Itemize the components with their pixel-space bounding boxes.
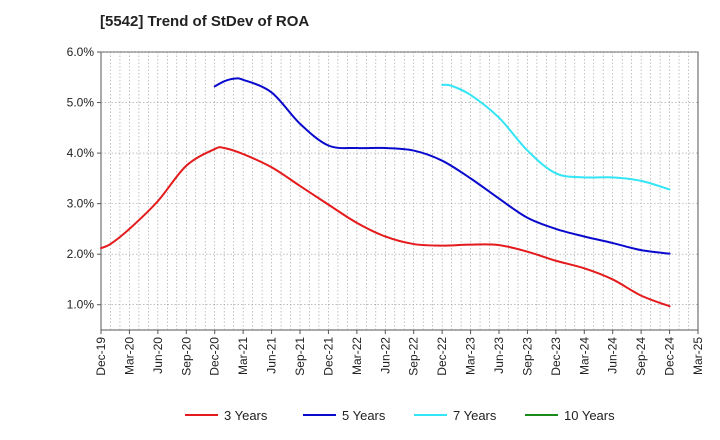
x-tick-label: Sep-20 [179,337,193,376]
x-tick-label: Jun-21 [265,337,279,374]
x-tick-label: Mar-23 [464,337,478,375]
y-tick-label: 6.0% [67,45,95,59]
x-tick-label: Mar-22 [350,337,364,375]
series-line-5-years [213,77,671,255]
legend-label: 10 Years [564,408,615,423]
series-line-3-years [100,146,671,308]
x-tick-label: Sep-21 [293,337,307,376]
x-tick-label: Dec-19 [94,337,108,376]
x-tick-label: Mar-20 [122,337,136,375]
y-tick-label: 5.0% [67,96,95,110]
legend-label: 5 Years [342,408,386,423]
x-tick-label: Dec-24 [663,337,677,376]
chart-title: [5542] Trend of StDev of ROA [100,13,310,30]
x-tick-label: Dec-20 [208,337,222,376]
x-tick-label: Dec-23 [549,337,563,376]
legend-label: 3 Years [224,408,268,423]
series-line-7-years [441,83,671,191]
x-tick-label: Jun-23 [492,337,506,374]
legend-label: 7 Years [453,408,497,423]
legend: 3 Years 5 Years 7 Years 10 Years [185,408,615,423]
y-tick-label: 2.0% [67,247,95,261]
x-axis-ticks: Dec-19 Mar-20 Jun-20 Sep-20 Dec-20 Mar-21 Jun-… [94,330,705,376]
x-tick-label: Dec-22 [435,337,449,376]
grid-lines [101,51,698,330]
x-tick-label: Dec-21 [321,337,335,376]
y-axis-ticks: 1.0% 2.0% 3.0% 4.0% 5.0% 6.0% [67,45,101,312]
y-tick-label: 4.0% [67,146,95,160]
x-tick-label: Jun-24 [606,337,620,374]
x-tick-label: Jun-20 [151,337,165,374]
x-tick-label: Mar-21 [236,337,250,375]
x-tick-label: Sep-23 [520,337,534,376]
x-tick-label: Mar-24 [577,337,591,375]
x-tick-label: Mar-25 [691,337,705,375]
y-tick-label: 1.0% [67,298,95,312]
y-tick-label: 3.0% [67,197,95,211]
series-lines [100,77,671,308]
x-tick-label: Sep-22 [407,337,421,376]
x-tick-label: Jun-22 [378,337,392,374]
plot-area [100,51,699,331]
x-tick-label: Sep-24 [634,337,648,376]
